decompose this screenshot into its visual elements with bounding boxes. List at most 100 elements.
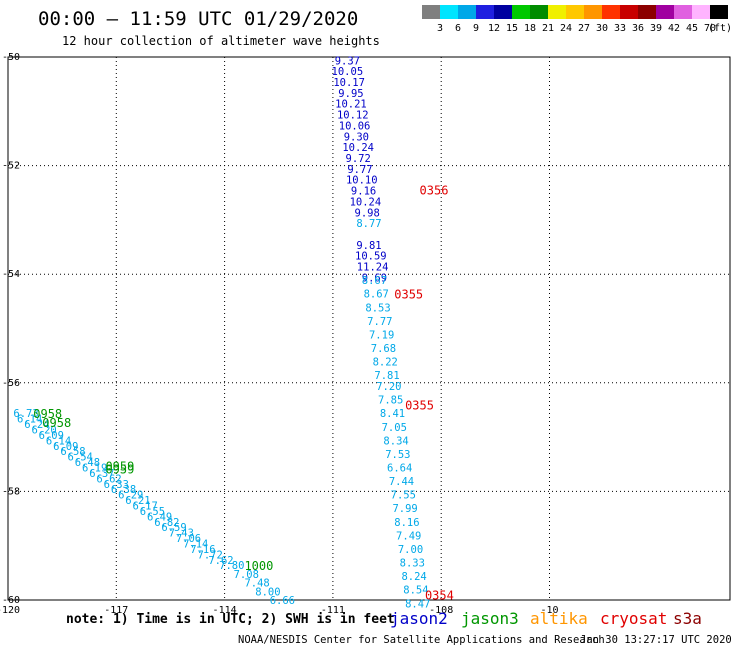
- wave-height-value: 6.14: [17, 414, 42, 426]
- wave-height-value: 6.49: [147, 511, 172, 523]
- wave-height-value: 9.95: [338, 88, 363, 100]
- colorbar-label: 36: [632, 23, 644, 34]
- wave-height-value: 7.72: [198, 549, 223, 561]
- wave-height-value: 7.99: [392, 503, 417, 515]
- colorbar-label: 33: [614, 23, 626, 34]
- colorbar-label: 9: [473, 23, 479, 34]
- wave-height-value: 9.77: [347, 164, 372, 176]
- colorbar-label: 12: [488, 23, 500, 34]
- pass-time-label: 0354: [425, 589, 454, 603]
- colorbar-swatch: [620, 5, 638, 19]
- wave-height-value: 7.19: [369, 329, 394, 341]
- wave-height-value: 9.81: [356, 240, 381, 252]
- colorbar-swatch: [422, 5, 440, 19]
- x-tick-label: -114: [213, 605, 237, 616]
- y-tick-label: -52: [2, 161, 20, 172]
- wave-height-value: 8.22: [373, 357, 398, 369]
- colorbar-label: 45: [686, 23, 698, 34]
- wave-height-value: 6.48: [75, 457, 100, 469]
- pass-time-label: 0959: [105, 463, 134, 477]
- wave-height-value: 7.00: [398, 544, 423, 556]
- colorbar-label: 18: [524, 23, 536, 34]
- wave-height-value: 10.21: [335, 99, 367, 111]
- wave-height-value: 9.37: [335, 55, 360, 67]
- legend-jason3: jason3: [461, 609, 519, 628]
- pass-time-label: 0959: [105, 459, 134, 473]
- wave-height-value: 10.12: [337, 110, 369, 122]
- x-tick-label: -10: [540, 605, 558, 616]
- legend-s3a: s3a: [673, 609, 702, 628]
- wave-height-value: 6.33: [104, 479, 129, 491]
- wave-height-value: 7.20: [376, 381, 401, 393]
- wave-height-value: 7.80: [219, 560, 244, 572]
- wave-height-value: 8.67: [362, 275, 387, 287]
- x-tick-label: -117: [104, 605, 128, 616]
- wave-height-value: 7.16: [190, 544, 215, 556]
- wave-height-value: 9.69: [362, 272, 387, 284]
- wave-height-value: 10.06: [339, 120, 371, 132]
- wave-height-value: 7.43: [169, 528, 194, 540]
- wave-height-value: 7.06: [176, 533, 201, 545]
- y-tick-label: -58: [2, 486, 20, 497]
- wave-height-value: 10.24: [342, 142, 374, 154]
- timestamp-text: Jan 30 13:27:17 UTC 2020: [580, 634, 732, 646]
- colorbar-label: 21: [542, 23, 554, 34]
- colorbar-swatch: [512, 5, 530, 19]
- legend-jason2: jason2: [390, 609, 448, 628]
- colorbar-label: 30: [596, 23, 608, 34]
- x-tick-label: -111: [321, 605, 345, 616]
- colorbar-swatch: [638, 5, 656, 19]
- plot-frame: [7, 56, 731, 601]
- x-tick-label: -108: [429, 605, 453, 616]
- wave-height-value: 9.16: [351, 186, 376, 198]
- chart-title: 00:00 – 11:59 UTC 01/29/2020: [38, 8, 359, 30]
- colorbar-label: 6: [455, 23, 461, 34]
- colorbar-swatch: [458, 5, 476, 19]
- colorbar-swatch: [692, 5, 710, 19]
- colorbar-swatch: [566, 5, 584, 19]
- y-tick-label: -56: [2, 378, 20, 389]
- colorbar-swatch: [548, 5, 566, 19]
- wave-height-value: 6.14: [46, 435, 71, 447]
- x-tick-label: -120: [0, 605, 20, 616]
- wave-height-value: 6.58: [60, 446, 85, 458]
- colorbar-label: 15: [506, 23, 518, 34]
- colorbar-swatch: [656, 5, 674, 19]
- wave-height-value: 8.34: [383, 435, 408, 447]
- wave-height-value: 8.00: [255, 586, 280, 598]
- colorbar-label: 27: [578, 23, 590, 34]
- wave-height-value: 10.05: [332, 66, 364, 78]
- wave-height-value: 8.54: [403, 585, 428, 597]
- legend-altika: altika: [530, 609, 588, 628]
- wave-height-value: 6.09: [53, 441, 78, 453]
- pass-time-label: 0958: [33, 407, 62, 421]
- y-tick-label: -60: [2, 595, 20, 606]
- legend-cryosat: cryosat: [600, 609, 668, 628]
- wave-height-value: 6.37: [89, 468, 114, 480]
- wave-height-value: 7.44: [389, 476, 414, 488]
- wave-height-value: 8.16: [394, 517, 419, 529]
- wave-height-value: 6.29: [118, 490, 143, 502]
- wave-height-value: 8.77: [356, 218, 381, 230]
- colorbar-swatch: [710, 5, 728, 19]
- colorbar-swatch: [530, 5, 548, 19]
- wave-height-value: 6.62: [96, 473, 121, 485]
- wave-height-value: 6.17: [133, 501, 158, 513]
- wave-height-value: 6.59: [161, 522, 186, 534]
- wave-height-value: 8.41: [380, 408, 405, 420]
- wave-height-value: 11.24: [357, 262, 389, 274]
- credit-text: NOAA/NESDIS Center for Satellite Applica…: [238, 634, 605, 646]
- wave-height-value: 6.24: [24, 419, 49, 431]
- colorbar-unit: (ft): [708, 23, 732, 34]
- wave-height-value: 6.66: [270, 595, 295, 607]
- wave-height-value: 10.24: [350, 196, 382, 208]
- pass-time-label: 0355: [394, 288, 423, 302]
- chart-subtitle: 12 hour collection of altimeter wave hei…: [62, 34, 380, 48]
- wave-height-value: 7.85: [378, 395, 403, 407]
- wave-height-value: 9.98: [355, 207, 380, 219]
- wave-height-value: 6.38: [111, 484, 136, 496]
- wave-height-value: 9.30: [344, 131, 369, 143]
- footer-note: note: 1) Time is in UTC; 2) SWH is in fe…: [66, 612, 395, 627]
- colorbar-label: 24: [560, 23, 572, 34]
- wave-height-value: 10.59: [355, 251, 387, 263]
